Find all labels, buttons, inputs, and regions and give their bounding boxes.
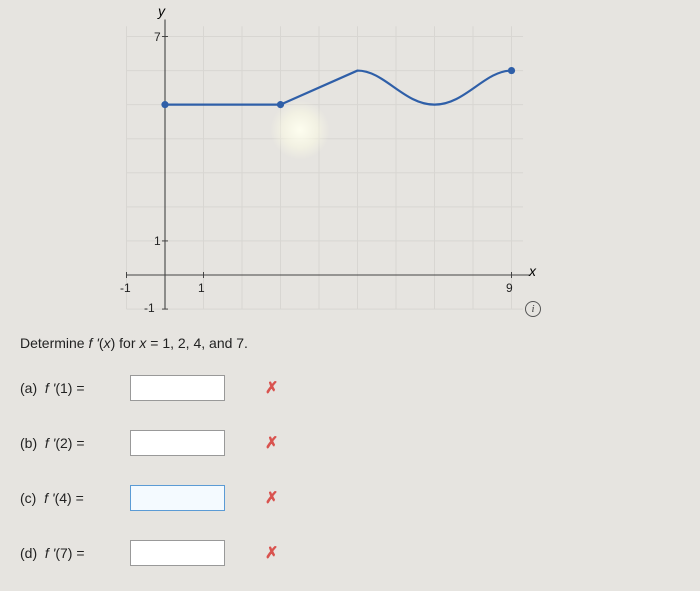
answer-input[interactable] (130, 375, 225, 401)
answer-label: (a) f '(1) = (20, 380, 130, 396)
answer-row: (d) f '(7) = ✗ (20, 525, 278, 580)
tick-x-9: 9 (506, 281, 513, 295)
x-axis-label: x (529, 263, 536, 279)
answer-input[interactable] (130, 485, 225, 511)
tick-y-7: 7 (154, 30, 161, 44)
tick-x-neg1: -1 (120, 281, 131, 295)
answer-input[interactable] (130, 540, 225, 566)
cross-icon: ✗ (265, 543, 278, 563)
question-text: Determine f '(x) for x = 1, 2, 4, and 7. (20, 335, 248, 351)
answer-label: (b) f '(2) = (20, 435, 130, 451)
answer-input[interactable] (130, 430, 225, 456)
tick-y-neg1: -1 (144, 301, 155, 315)
answer-row: (a) f '(1) = ✗ (20, 360, 278, 415)
page: y x 7 1 -1 -1 1 9 i Determine f '(x) for… (0, 0, 700, 591)
y-axis-label: y (158, 3, 165, 19)
cross-icon: ✗ (265, 488, 278, 508)
cross-icon: ✗ (265, 433, 278, 453)
function-graph: y x 7 1 -1 -1 1 9 i (100, 5, 550, 315)
tick-x-1: 1 (198, 281, 205, 295)
tick-y-1: 1 (154, 234, 161, 248)
answer-label: (c) f '(4) = (20, 490, 130, 506)
answers-block: (a) f '(1) =✗(b) f '(2) =✗(c) f '(4) =✗(… (20, 360, 278, 580)
answer-row: (b) f '(2) = ✗ (20, 415, 278, 470)
answer-row: (c) f '(4) = ✗ (20, 470, 278, 525)
cross-icon: ✗ (265, 378, 278, 398)
answer-label: (d) f '(7) = (20, 545, 130, 561)
graph-svg (100, 5, 550, 315)
info-icon[interactable]: i (525, 301, 541, 317)
